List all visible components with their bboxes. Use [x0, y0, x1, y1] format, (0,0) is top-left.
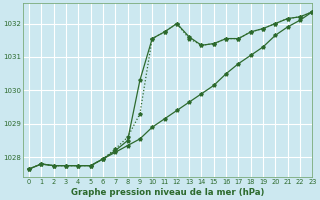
X-axis label: Graphe pression niveau de la mer (hPa): Graphe pression niveau de la mer (hPa) [71, 188, 264, 197]
